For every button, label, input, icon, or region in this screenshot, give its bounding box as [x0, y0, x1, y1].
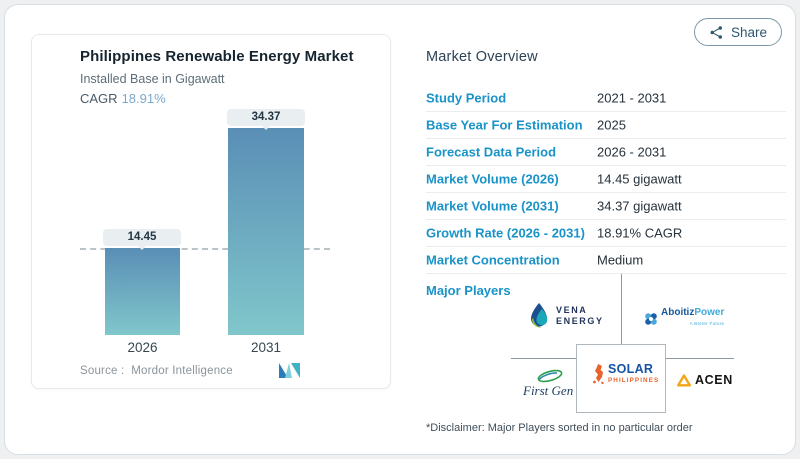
aboitiz-text: Aboitiz — [661, 307, 695, 318]
overview-heading: Market Overview — [426, 49, 538, 65]
share-button[interactable]: Share — [694, 18, 782, 46]
row-value: 2021 - 2031 — [597, 90, 667, 106]
row-value: 14.45 gigawatt — [597, 171, 682, 187]
row-value: 34.37 gigawatt — [597, 198, 682, 214]
overview-table: Study Period 2021 - 2031 Base Year For Es… — [426, 85, 786, 274]
table-row: Growth Rate (2026 - 2031) 18.91% CAGR — [426, 220, 786, 247]
players-connector-right — [666, 358, 734, 359]
cagr-label: CAGR — [80, 91, 118, 106]
solar-philippines-logo: SOLAR PHILIPPINES — [591, 363, 659, 386]
first-gen-logo: First Gen — [517, 367, 575, 401]
disclaimer-text: *Disclaimer: Major Players sorted in no … — [426, 422, 693, 434]
power-text: Power — [694, 307, 725, 318]
center-player-box — [576, 344, 666, 413]
source-label: Source : — [80, 365, 125, 377]
bar-value-label-2031: 34.37 — [227, 109, 305, 130]
vena-energy-logo: VENA ENERGY — [529, 302, 604, 329]
players-connector-left — [511, 358, 577, 359]
vena-energy-icon — [529, 302, 551, 329]
acen-logo: ACEN — [677, 373, 733, 387]
source-name: Mordor Intelligence — [131, 365, 233, 377]
cagr-value: 18.91% — [121, 91, 166, 106]
row-value: Medium — [597, 252, 644, 268]
share-icon — [709, 25, 724, 40]
players-connector-vertical — [621, 274, 622, 344]
aboitizpower-icon — [644, 312, 658, 326]
chart-title: Philippines Renewable Energy Market — [80, 48, 354, 65]
vena-text-line1: VENA — [556, 305, 588, 315]
row-value: 2025 — [597, 117, 626, 133]
solar-philippines-icon — [591, 363, 606, 386]
chart-subtitle: Installed Base in Gigawatt — [80, 72, 225, 86]
x-axis-label-2031: 2031 — [250, 340, 282, 355]
reference-dashed-line — [80, 248, 330, 250]
cagr-line: CAGR 18.91% — [80, 91, 166, 106]
acen-text: ACEN — [695, 373, 733, 387]
table-row: Market Volume (2026) 14.45 gigawatt — [426, 166, 786, 193]
table-row: Market Volume (2031) 34.37 gigawatt — [426, 193, 786, 220]
row-label: Forecast Data Period — [426, 144, 557, 160]
table-row: Forecast Data Period 2026 - 2031 — [426, 139, 786, 166]
row-label: Base Year For Estimation — [426, 117, 583, 133]
row-label: Growth Rate (2026 - 2031) — [426, 225, 585, 241]
infographic-container: Philippines Renewable Energy Market Inst… — [4, 4, 796, 455]
source-line: Source : Mordor Intelligence — [80, 365, 233, 377]
vena-text-line2: ENERGY — [556, 315, 604, 326]
solar-text-line2: PHILIPPINES — [608, 377, 660, 384]
row-label: Market Volume (2031) — [426, 198, 559, 214]
solar-text-line1: SOLAR — [608, 362, 654, 376]
bar-2026 — [105, 248, 180, 335]
acen-icon — [677, 373, 691, 387]
chart-card: Philippines Renewable Energy Market Inst… — [31, 34, 391, 389]
first-gen-text: First Gen — [522, 383, 573, 398]
aboitiz-tagline: A Better Future — [689, 321, 725, 326]
row-label: Market Volume (2026) — [426, 171, 559, 187]
row-value: 18.91% CAGR — [597, 225, 683, 241]
mordor-intelligence-logo-icon — [279, 363, 300, 383]
bar-2031 — [228, 128, 304, 335]
row-label: Market Concentration — [426, 252, 560, 268]
major-players-label: Major Players — [426, 283, 511, 298]
table-row: Market Concentration Medium — [426, 247, 786, 274]
share-button-label: Share — [730, 24, 768, 40]
x-axis-label-2026: 2026 — [127, 340, 158, 355]
row-label: Study Period — [426, 90, 507, 106]
row-value: 2026 - 2031 — [597, 144, 667, 160]
table-row: Study Period 2021 - 2031 — [426, 85, 786, 112]
aboitizpower-logo: AboitizPower A Better Future — [644, 308, 724, 329]
bar-value-label-2026: 14.45 — [103, 229, 181, 250]
table-row: Base Year For Estimation 2025 — [426, 112, 786, 139]
